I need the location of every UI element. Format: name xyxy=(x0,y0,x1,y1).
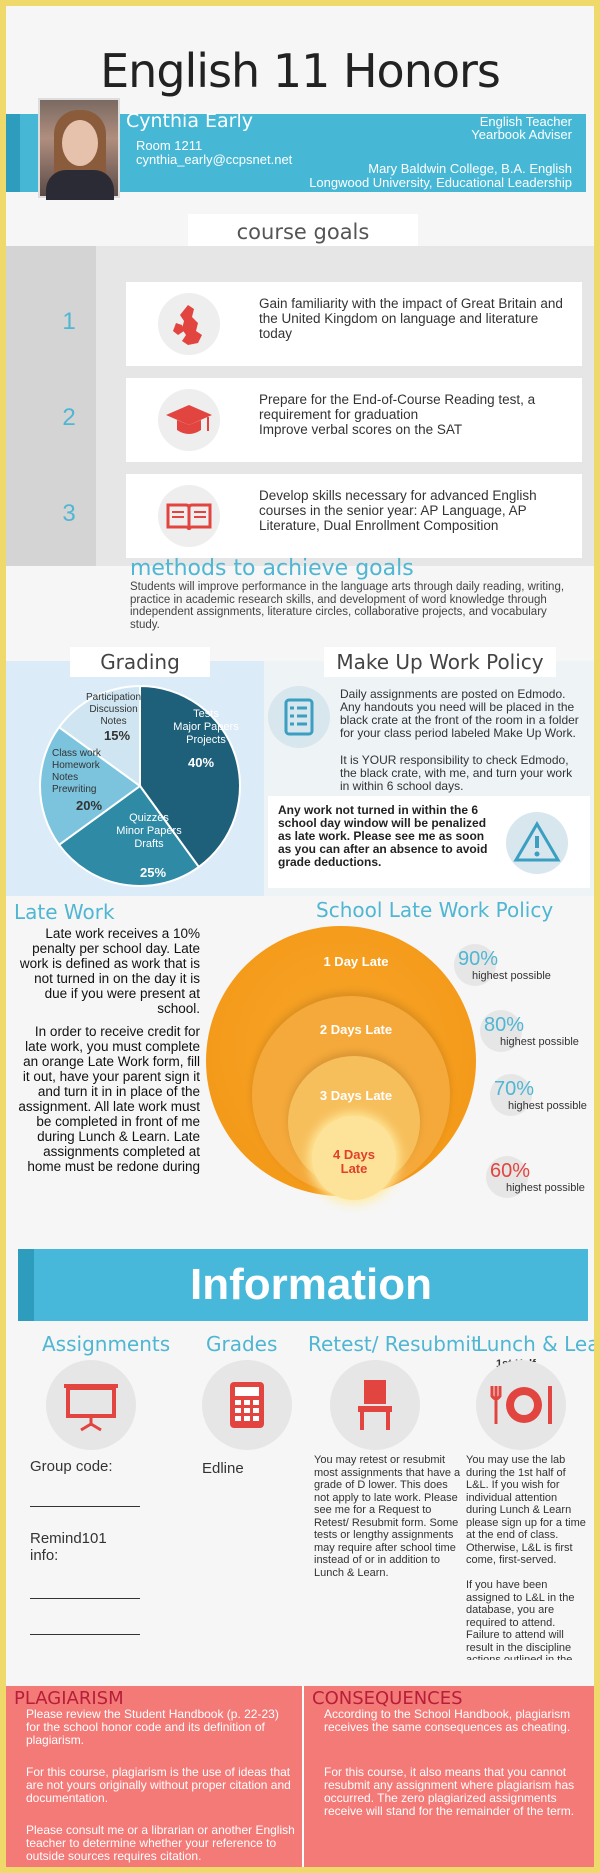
pct-badge-bg xyxy=(454,944,496,986)
lunch-text: You may use the lab during the 1st half … xyxy=(466,1454,586,1660)
pie-percent-classwork: 20% xyxy=(76,798,103,813)
presentation-board-icon xyxy=(46,1360,136,1450)
pct-70: 70% xyxy=(494,1078,535,1100)
pct-badge-bg xyxy=(480,1010,522,1052)
section-divider xyxy=(302,1686,304,1867)
remind-label: Remind101 info: xyxy=(30,1530,107,1564)
pct-badge-bg xyxy=(490,1074,532,1116)
methods-heading: methods to achieve goals xyxy=(130,556,414,581)
goals-side-panel xyxy=(6,246,96,566)
makeup-paragraph-2: It is YOUR responsibility to check Edmod… xyxy=(340,753,573,793)
plagiarism-paragraph-1: Please review the Student Handbook (p. 2… xyxy=(26,1707,279,1747)
teacher-name: Cynthia Early xyxy=(126,110,253,132)
pct-80: 80% xyxy=(484,1014,525,1036)
teacher-email[interactable]: cynthia_early@ccpsnet.net xyxy=(136,152,293,167)
edline-label: Edline xyxy=(202,1460,244,1477)
chair-icon xyxy=(330,1360,420,1450)
plagiarism-paragraph-2: For this course, plagiarism is the use o… xyxy=(26,1765,291,1805)
assignments-heading: Assignments xyxy=(42,1332,171,1356)
information-title: Information xyxy=(190,1260,432,1309)
consequences-paragraph-1: According to the School Handbook, plagia… xyxy=(324,1707,571,1734)
pie-percent-participation: 15% xyxy=(104,728,131,743)
pct-note: highest possible xyxy=(500,1036,579,1048)
page-title: English 11 Honors xyxy=(100,44,501,98)
group-code-label: Group code: xyxy=(30,1458,113,1475)
late-work-heading: Late Work xyxy=(14,900,115,924)
pie-percent-quizzes: 25% xyxy=(139,865,167,880)
pie-slice-0 xyxy=(139,684,241,869)
teacher-photo xyxy=(38,98,120,200)
pie-label-quizzes: Quizzes Minor Papers Drafts xyxy=(116,812,182,850)
ring-label: 2 Days Late xyxy=(319,1022,393,1037)
pie-slice-2 xyxy=(39,725,142,847)
pie-slice-1 xyxy=(57,784,201,887)
makeup-paragraph-1: Daily assignments are posted on Edmodo. … xyxy=(340,687,579,740)
teacher-edu-1: Mary Baldwin College, B.A. English xyxy=(368,161,572,176)
consequences-heading: CONSEQUENCES xyxy=(312,1688,463,1709)
methods-text: Students will improve performance in the… xyxy=(130,581,565,631)
grading-heading: Grading xyxy=(70,647,210,677)
grading-pie-chart xyxy=(39,684,241,887)
plate-utensils-icon xyxy=(476,1360,566,1450)
teacher-role-1: English Teacher xyxy=(479,114,572,129)
checklist-icon xyxy=(268,686,330,748)
open-book-icon xyxy=(158,485,220,547)
warning-icon xyxy=(506,812,568,874)
retest-text: You may retest or resubmit most assignme… xyxy=(314,1454,461,1579)
pct-note: highest possible xyxy=(506,1182,585,1194)
pie-label-participation: Participation Discussion Notes xyxy=(86,692,142,727)
information-banner: Information xyxy=(18,1249,588,1321)
teacher-role-2: Yearbook Adviser xyxy=(471,127,572,142)
plagiarism-section xyxy=(6,1686,594,1867)
pct-badge-bg xyxy=(486,1156,528,1198)
ring-label: 3 Days Late xyxy=(319,1088,393,1103)
calculator-icon xyxy=(202,1360,292,1450)
pct-60: 60% xyxy=(490,1160,531,1182)
pct-90: 90% xyxy=(458,948,499,970)
teacher-edu-2: Longwood University, Educational Leaders… xyxy=(309,175,572,190)
pie-slice-3 xyxy=(57,684,141,788)
pie-percent-tests: 40% xyxy=(187,755,215,770)
pie-label-tests: Tests Major Papers Projects xyxy=(173,708,239,746)
remind-blank-2[interactable] xyxy=(30,1634,140,1635)
pct-note: highest possible xyxy=(508,1100,587,1112)
ring-label: 4 Days Late xyxy=(333,1147,375,1176)
plagiarism-heading: PLAGIARISM xyxy=(14,1688,124,1709)
late-work-paragraph-1: Late work receives a 10% penalty per sch… xyxy=(19,926,200,1016)
ring-label: 1 Day Late xyxy=(323,954,389,969)
pie-label-classwork: Class work Homework Notes Prewriting xyxy=(52,748,101,795)
goals-heading: course goals xyxy=(188,214,418,250)
teacher-room: Room 1211 xyxy=(136,138,203,153)
uk-map-icon xyxy=(158,293,220,355)
makeup-heading: Make Up Work Policy xyxy=(324,647,556,677)
goal-text: Develop skills necessary for advanced En… xyxy=(259,488,537,533)
remind-blank-1[interactable] xyxy=(30,1598,140,1599)
consequences-paragraph-2: For this course, it also means that you … xyxy=(324,1765,575,1818)
goal-number: 3 xyxy=(62,500,76,527)
makeup-warning-text: Any work not turned in within the 6 scho… xyxy=(278,803,488,869)
late-policy-heading: School Late Work Policy xyxy=(316,898,554,922)
grades-heading: Grades xyxy=(206,1332,278,1356)
goal-text: Prepare for the End-of-Course Reading te… xyxy=(259,392,536,437)
goal-text: Gain familiarity with the impact of Grea… xyxy=(259,296,563,341)
late-ring-4 xyxy=(312,1116,396,1200)
graduation-cap-icon xyxy=(158,389,220,451)
late-work-paragraph-2: In order to receive credit for late work… xyxy=(18,1024,200,1174)
group-code-blank[interactable] xyxy=(30,1506,140,1507)
pct-note: highest possible xyxy=(472,970,551,982)
retest-heading: Retest/ Resubmit xyxy=(308,1332,479,1356)
goal-number: 1 xyxy=(62,308,76,335)
goal-number: 2 xyxy=(62,404,76,431)
lunch-heading: Lunch & Learn xyxy=(476,1332,600,1356)
plagiarism-paragraph-3: Please consult me or a librarian or anot… xyxy=(26,1824,295,1863)
